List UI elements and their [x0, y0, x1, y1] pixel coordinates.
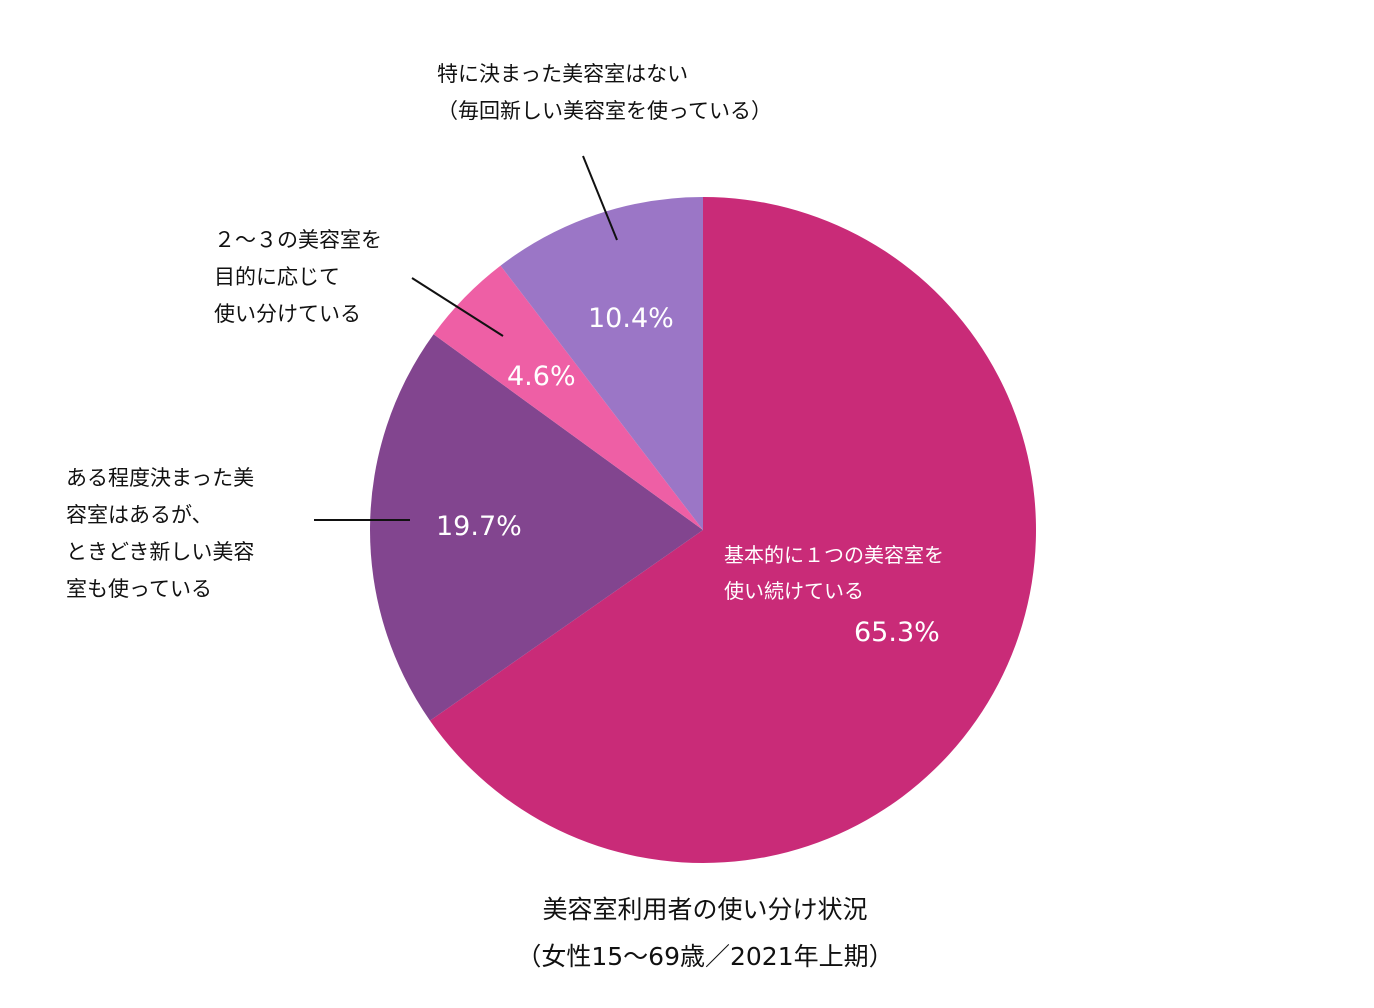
- slice-several-salons: [433, 265, 703, 530]
- chart-subtitle: （女性15〜69歳／2021年上期）: [516, 942, 894, 971]
- slice-no-fixed-salon: [500, 197, 703, 530]
- slice-one-salon: [429, 197, 1037, 863]
- value-label-one-salon: 65.3%: [854, 617, 940, 648]
- slice-label-line: 容室はあるが、: [66, 503, 213, 527]
- slice-sometimes-new: [370, 334, 703, 721]
- slice-label-line: 特に決まった美容室はない: [437, 62, 689, 86]
- slice-label-several-salons: ２〜３の美容室を 目的に応じて 使い分けている: [214, 222, 382, 333]
- slice-label-line: （毎回新しい美容室を使っている）: [437, 99, 772, 123]
- value-label-sometimes-new: 19.7%: [436, 511, 522, 542]
- slice-label-line: ある程度決まった美: [66, 466, 255, 490]
- leader-line-single: [582, 155, 618, 241]
- slice-label-line: 使い分けている: [214, 302, 361, 326]
- slice-label-line: 基本的に１つの美容室を: [724, 543, 944, 567]
- slice-label-line: ときどき新しい美容: [66, 540, 255, 564]
- slice-label-sometimes-new: ある程度決まった美 容室はあるが、 ときどき新しい美容 室も使っている: [66, 460, 254, 608]
- slice-label-one-salon: 基本的に１つの美容室を 使い続けている: [724, 537, 944, 609]
- chart-title: 美容室利用者の使い分け状況: [542, 895, 868, 924]
- slice-label-line: 目的に応じて: [214, 265, 340, 289]
- slice-label-line: 室も使っている: [66, 577, 212, 601]
- value-label-several-salons: 4.6%: [507, 361, 576, 392]
- slice-label-no-fixed-salon: 特に決まった美容室はない （毎回新しい美容室を使っている）: [437, 56, 772, 130]
- value-label-no-fixed-salon: 10.4%: [588, 303, 674, 334]
- slice-label-line: ２〜３の美容室を: [214, 228, 382, 252]
- slice-label-line: 使い続けている: [724, 579, 864, 603]
- leader-line-several: [411, 277, 504, 337]
